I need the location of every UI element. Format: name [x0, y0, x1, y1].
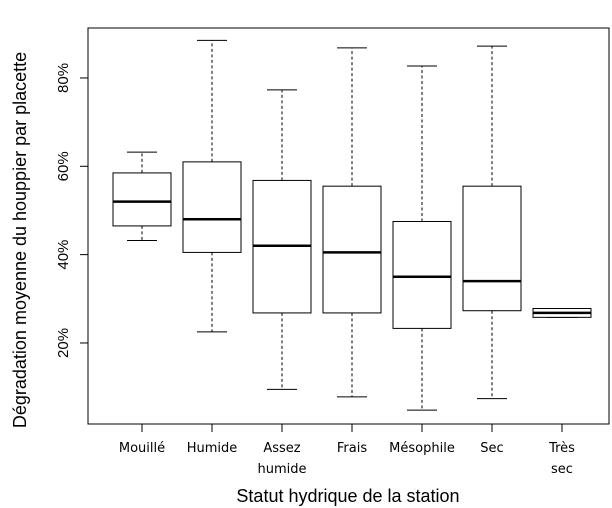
x-tick-label: Assez [263, 441, 300, 456]
iqr-box [183, 162, 241, 253]
y-axis: 20% 40% 60% 80% [55, 63, 88, 358]
y-axis-title: Dégradation moyenne du houppier par plac… [10, 52, 30, 428]
y-tick-label: 40% [55, 240, 72, 270]
y-tick-label: 80% [55, 63, 72, 93]
iqr-box [463, 186, 521, 311]
box-5 [393, 66, 451, 410]
x-tick-label: Frais [337, 441, 367, 456]
x-tick-label: Mouillé [119, 441, 165, 456]
y-tick-label: 60% [55, 151, 72, 181]
iqr-box [393, 222, 451, 329]
x-tick-label: Très [548, 441, 575, 456]
box-1 [113, 152, 171, 240]
x-tick-label: Humide [187, 441, 238, 456]
box-7 [533, 309, 591, 318]
box-3 [253, 90, 311, 389]
iqr-box [323, 186, 381, 313]
x-tick-label: sec [551, 462, 573, 477]
x-tick-label: Mésophile [389, 441, 455, 456]
box-4 [323, 48, 381, 397]
x-tick-label: Sec [480, 441, 503, 456]
iqr-box [113, 173, 171, 226]
x-tick-label: humide [257, 462, 306, 477]
x-axis: Mouillé Humide Assez humide Frais Mésophile Se… [119, 424, 575, 477]
y-tick-label: 20% [55, 328, 72, 358]
box-6 [463, 46, 521, 398]
boxes-group [113, 40, 591, 410]
box-2 [183, 40, 241, 332]
x-axis-title: Statut hydrique de la station [236, 486, 459, 506]
